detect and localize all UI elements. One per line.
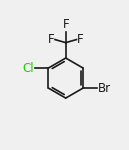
Text: Cl: Cl <box>22 61 34 75</box>
Text: F: F <box>48 33 54 46</box>
Text: F: F <box>62 18 69 31</box>
Text: F: F <box>77 33 84 46</box>
Text: Br: Br <box>98 82 111 94</box>
